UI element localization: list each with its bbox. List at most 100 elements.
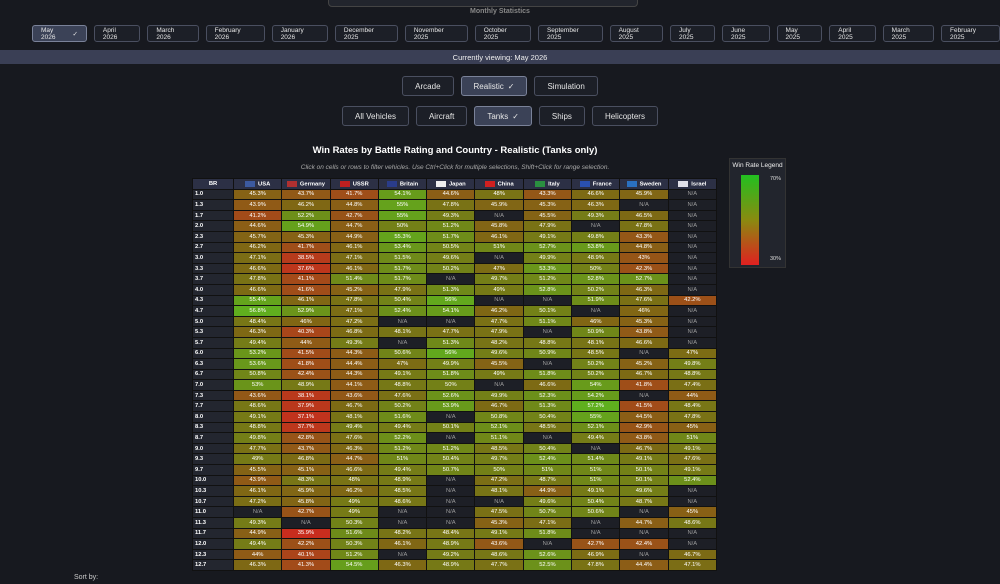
rate-cell[interactable]: 43.7% <box>281 442 331 455</box>
table-row[interactable]: 6.7 50.8% 42.4% 44.3% 49.1% 51.8% 49% 51.8% 50.2… <box>192 368 718 381</box>
rate-cell[interactable]: 42.4% <box>619 538 669 550</box>
rate-cell[interactable]: 45.1% <box>281 464 331 476</box>
rate-cell[interactable]: N/A <box>426 273 476 285</box>
rate-cell[interactable]: 38.5% <box>281 252 331 264</box>
rate-cell[interactable]: 49.3% <box>232 517 283 529</box>
rate-cell[interactable]: 50.3% <box>329 517 379 529</box>
rate-cell[interactable]: 53.4% <box>377 241 428 254</box>
table-row[interactable]: 8.3 48.8% 37.7% 49.4% 49.4% 50.1% 52.1% 48.5% 52… <box>192 421 718 434</box>
rate-cell[interactable]: N/A <box>281 517 331 529</box>
rate-cell[interactable]: 51.1% <box>522 315 573 328</box>
rate-cell[interactable]: 46.6% <box>232 262 283 275</box>
rate-cell[interactable]: 50.7% <box>522 506 573 518</box>
rate-cell[interactable]: 48.8% <box>667 368 718 381</box>
rate-cell[interactable]: 40.1% <box>281 548 331 561</box>
rate-cell[interactable]: 48% <box>329 474 379 487</box>
rate-cell[interactable]: 48.1% <box>571 336 621 349</box>
rate-cell[interactable]: 48.5% <box>571 347 621 360</box>
rate-cell[interactable]: 49.4% <box>377 421 428 434</box>
rate-cell[interactable]: 46.1% <box>232 485 283 497</box>
rate-cell[interactable]: 49.4% <box>232 538 283 550</box>
rate-cell[interactable]: 54.1% <box>377 188 428 201</box>
rate-cell[interactable]: 45.2% <box>329 283 379 296</box>
rate-cell[interactable]: 51.1% <box>474 432 524 444</box>
rate-cell[interactable]: 48.4% <box>426 527 476 540</box>
rate-cell[interactable]: 46.3% <box>329 442 379 455</box>
rate-cell[interactable]: 44.9% <box>329 230 379 243</box>
rate-cell[interactable]: 49.4% <box>377 464 428 476</box>
rate-cell[interactable]: 50.3% <box>329 538 379 550</box>
rate-cell[interactable]: N/A <box>667 230 718 243</box>
rate-cell[interactable]: 41.6% <box>281 283 331 296</box>
rate-cell[interactable]: 50.4% <box>522 442 573 455</box>
rate-cell[interactable]: 44.7% <box>329 220 379 232</box>
rate-cell[interactable]: 48% <box>474 188 524 201</box>
rate-cell[interactable]: 51.7% <box>377 273 428 285</box>
rate-cell[interactable]: 47.8% <box>426 199 476 211</box>
rate-cell[interactable]: 37.6% <box>281 262 331 275</box>
rate-cell[interactable]: 44% <box>232 548 283 561</box>
vehicle-button[interactable]: All Vehicles <box>342 106 409 126</box>
month-button[interactable]: November 2025 <box>404 25 468 42</box>
rate-cell[interactable]: 47.8% <box>329 294 379 307</box>
rate-cell[interactable]: 51.8% <box>426 368 476 381</box>
table-row[interactable]: 2.3 45.7% 45.3% 44.9% 55.3% 51.7% 46.1% 49.1% 49… <box>192 230 718 243</box>
month-button[interactable]: February 2026 <box>205 25 265 42</box>
table-row[interactable]: 4.7 56.8% 52.9% 47.1% 52.4% 54.1% 46.2% 50.1% N/… <box>192 305 718 317</box>
rate-cell[interactable]: 44.9% <box>522 485 573 497</box>
rate-cell[interactable]: 46.5% <box>619 209 669 222</box>
rate-cell[interactable]: N/A <box>667 273 718 285</box>
rate-cell[interactable]: N/A <box>426 432 476 444</box>
table-row[interactable]: 6.3 53.6% 41.8% 44.4% 47% 49.9% 45.5% N/A 50.2% 4… <box>192 358 718 370</box>
rate-cell[interactable]: 48.7% <box>619 495 669 508</box>
rate-cell[interactable]: 48.1% <box>474 485 524 497</box>
rate-cell[interactable]: N/A <box>232 506 283 518</box>
table-row[interactable]: 5.3 46.3% 40.3% 46.8% 48.1% 47.7% 47.9% N/A 50.9… <box>192 326 718 338</box>
rate-cell[interactable]: 51% <box>522 464 573 476</box>
rate-cell[interactable]: 50.2% <box>571 358 621 370</box>
month-button[interactable]: April 2026 <box>93 25 141 42</box>
table-row[interactable]: 9.3 49% 46.8% 44.7% 51% 50.4% 49.7% 52.4% 51.4% 4… <box>192 453 718 466</box>
rate-cell[interactable]: 48.4% <box>667 400 718 413</box>
rate-cell[interactable]: 42.7% <box>571 538 621 550</box>
rate-cell[interactable]: 49.1% <box>377 368 428 381</box>
rate-cell[interactable]: N/A <box>619 389 669 402</box>
rate-cell[interactable]: 35.9% <box>281 527 331 540</box>
rate-cell[interactable]: 47.2% <box>329 315 379 328</box>
rate-cell[interactable]: 47.9% <box>474 326 524 338</box>
rate-cell[interactable]: 50.6% <box>571 506 621 518</box>
table-row[interactable]: 9.7 45.5% 45.1% 46.6% 49.4% 50.7% 50% 51% 51% 50.… <box>192 464 718 476</box>
table-row[interactable]: 2.7 46.2% 41.7% 46.1% 53.4% 50.5% 51% 52.7% 53.8… <box>192 241 718 254</box>
month-button[interactable]: March 2026 <box>147 25 199 42</box>
rate-cell[interactable]: 43.6% <box>474 538 524 550</box>
rate-cell[interactable]: N/A <box>619 199 669 211</box>
rate-cell[interactable]: 55% <box>377 199 428 211</box>
rate-cell[interactable]: 50.4% <box>377 294 428 307</box>
rate-cell[interactable]: 42.2% <box>281 538 331 550</box>
month-button[interactable]: January 2026 <box>271 25 328 42</box>
table-row[interactable]: 7.7 48.6% 37.9% 46.7% 50.2% 53.9% 46.7% 51.3% 57… <box>192 400 718 413</box>
rate-cell[interactable]: 48.6% <box>667 517 718 529</box>
rate-cell[interactable]: 48.8% <box>522 336 573 349</box>
rate-cell[interactable]: 47.6% <box>619 294 669 307</box>
rate-cell[interactable]: 45.2% <box>619 358 669 370</box>
rate-cell[interactable]: 51.9% <box>571 294 621 307</box>
rate-cell[interactable]: 46.1% <box>329 241 379 254</box>
rate-cell[interactable]: 45.5% <box>232 464 283 476</box>
rate-cell[interactable]: 48.2% <box>377 527 428 540</box>
table-row[interactable]: 5.0 48.4% 46% 47.2% N/A N/A 47.7% 51.1% 46% 45.3%… <box>192 315 718 328</box>
rate-cell[interactable]: 49.3% <box>426 209 476 222</box>
rate-cell[interactable]: 45.3% <box>232 188 283 201</box>
rate-cell[interactable]: 47.9% <box>377 283 428 296</box>
rate-cell[interactable]: 45.3% <box>474 517 524 529</box>
rate-cell[interactable]: 48.1% <box>329 411 379 423</box>
rate-cell[interactable]: 43.6% <box>329 389 379 402</box>
rate-cell[interactable]: N/A <box>522 326 573 338</box>
table-row[interactable]: 6.0 53.2% 41.5% 44.3% 50.6% 56% 49.6% 50.9% 48.5… <box>192 347 718 360</box>
rate-cell[interactable]: N/A <box>619 347 669 360</box>
rate-cell[interactable]: 37.1% <box>281 411 331 423</box>
rate-cell[interactable]: 51.4% <box>329 273 379 285</box>
rate-cell[interactable]: 43.6% <box>232 389 283 402</box>
rate-cell[interactable]: 42.7% <box>329 209 379 222</box>
rate-cell[interactable]: 56% <box>426 347 476 360</box>
